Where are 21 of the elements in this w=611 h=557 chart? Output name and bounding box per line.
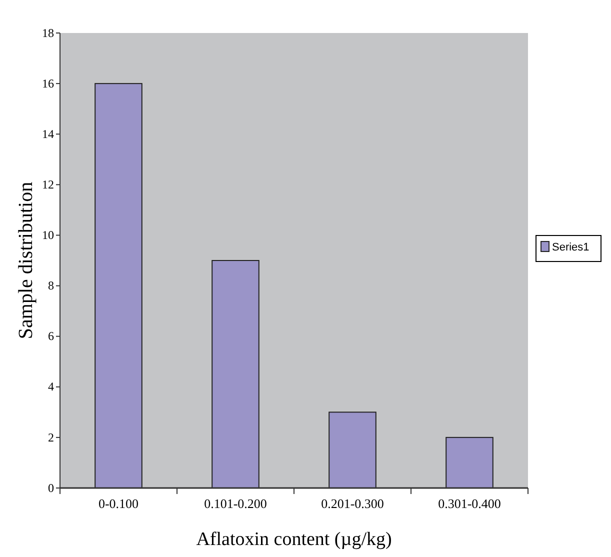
x-axis-title: Aflatoxin content (µg/kg) [196, 529, 392, 550]
bar [446, 436, 494, 488]
y-tick-label: 8 [48, 278, 54, 293]
bar [212, 260, 260, 488]
y-axis-title: Sample distribution [15, 182, 37, 340]
bar [94, 83, 142, 488]
y-tick-label: 14 [42, 126, 54, 141]
y-tick-label: 12 [42, 178, 54, 192]
bar [328, 412, 376, 488]
x-tick-label: 0-0.100 [98, 496, 139, 511]
y-tick-label: 0 [48, 480, 54, 495]
y-tick-label: 16 [42, 76, 54, 90]
x-tick-label: 0.301-0.400 [438, 496, 501, 511]
y-tick-label: 10 [42, 228, 54, 242]
y-tick-label: 18 [42, 26, 54, 40]
x-tick-label: 0.201-0.300 [321, 496, 384, 511]
x-tick-label: 0.101-0.200 [204, 496, 267, 511]
y-tick-label: 2 [48, 430, 54, 444]
y-tick-label: 4 [48, 380, 54, 394]
legend-label: Series1 [552, 242, 590, 254]
y-tick-label: 6 [48, 329, 54, 344]
